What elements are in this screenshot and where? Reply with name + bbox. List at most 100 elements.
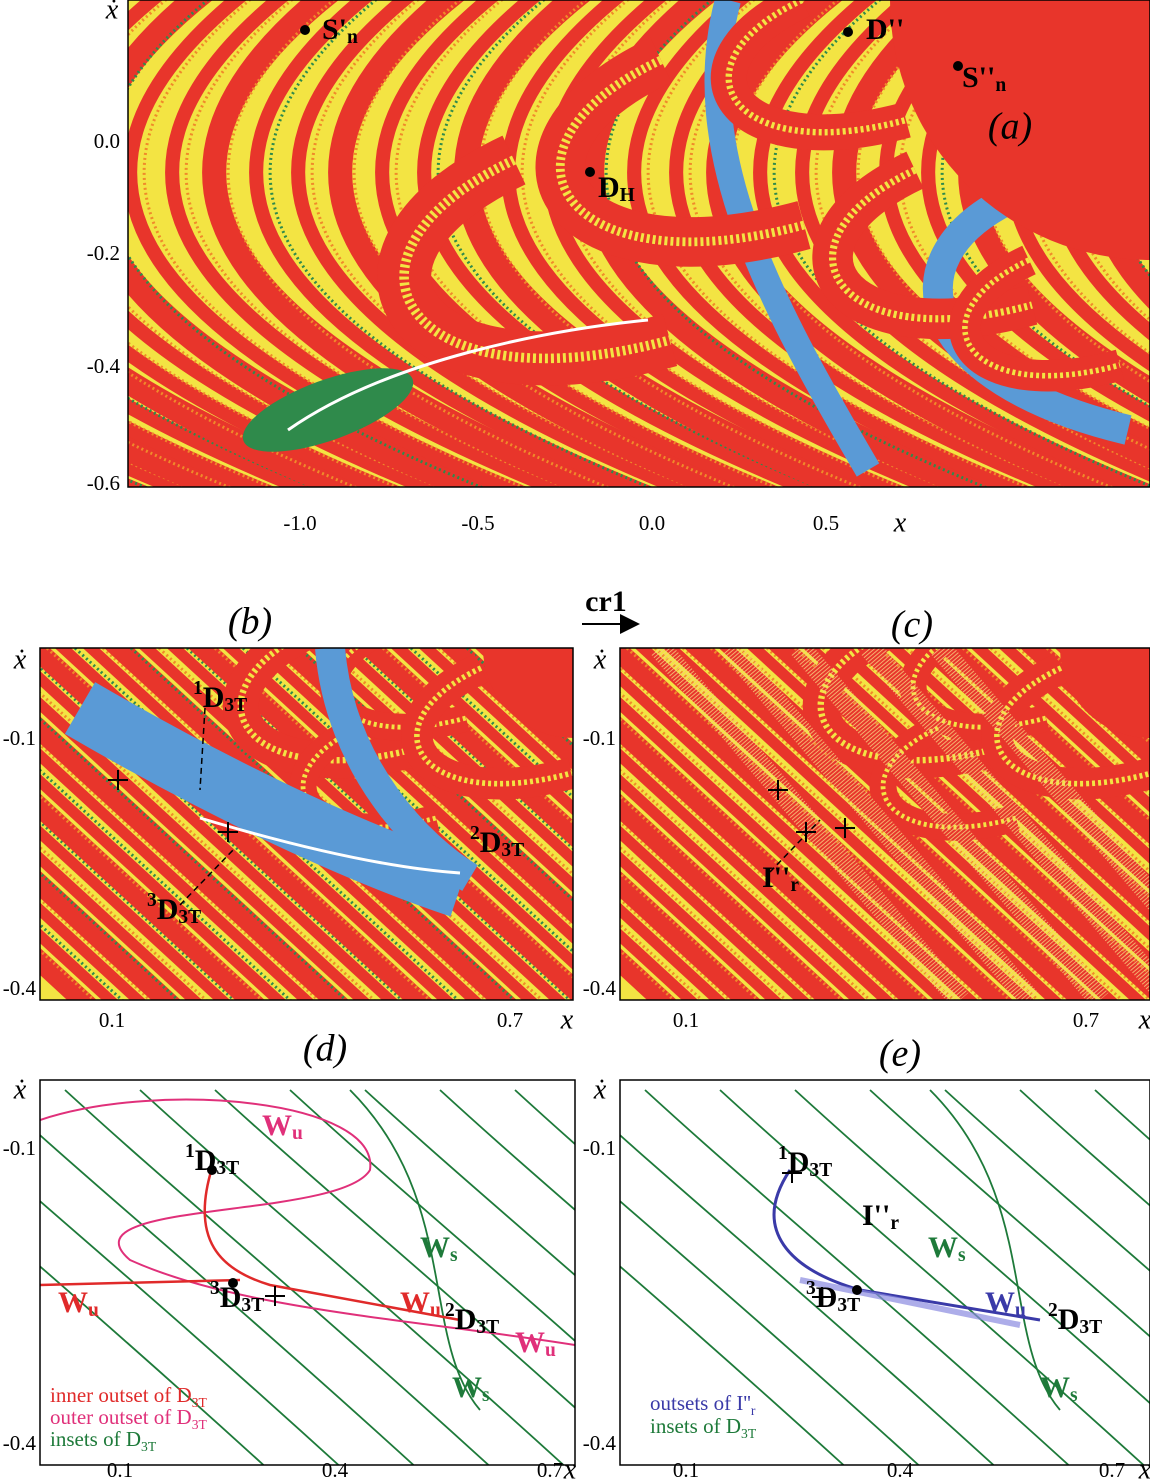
label-sub: 3T xyxy=(216,1158,239,1179)
fixed-point xyxy=(852,1285,862,1295)
label-main: I'' xyxy=(862,1199,890,1232)
label-sub: 3T xyxy=(741,1426,757,1441)
fixed-point xyxy=(585,167,595,177)
label-main: inner outset of D xyxy=(50,1383,192,1407)
label-sub: s xyxy=(958,1245,966,1266)
label-sub: 3T xyxy=(837,1295,860,1316)
x-axis-label: x xyxy=(1138,1004,1150,1035)
x-axis-label: x xyxy=(563,1454,577,1480)
label-sup: 1 xyxy=(778,1143,788,1164)
x-tick-label: 0.1 xyxy=(673,1458,699,1480)
label-main: S'' xyxy=(962,61,995,94)
label-sub: 3T xyxy=(501,840,524,861)
label-main: D xyxy=(195,1144,217,1177)
label-sub: 3T xyxy=(192,1417,208,1432)
point-label: D'' xyxy=(866,13,904,46)
y-axis-label: ẋ xyxy=(13,1074,27,1105)
label-main: insets of D xyxy=(650,1414,741,1438)
y-tick-label: -0.1 xyxy=(583,726,616,750)
x-tick-label: 0.7 xyxy=(497,1008,523,1032)
label-main: D xyxy=(598,171,620,204)
x-tick-label: 0.1 xyxy=(99,1008,125,1032)
figure: (a)ẋx0.0-0.2-0.4-0.6-1.0-0.50.00.5S'nD''… xyxy=(0,0,1150,1480)
label-main: D xyxy=(157,893,179,926)
label-main: D xyxy=(788,1146,810,1179)
label-sup: 2 xyxy=(445,1300,455,1321)
label-main: outer outset of D xyxy=(50,1405,192,1429)
label-main: D xyxy=(203,681,225,714)
label-sub: u xyxy=(545,1340,556,1361)
fixed-point xyxy=(300,25,310,35)
label-main: D xyxy=(220,1281,242,1314)
y-axis-label: ẋ xyxy=(105,0,119,25)
y-axis-label: ẋ xyxy=(593,644,607,675)
x-tick-label: 0.7 xyxy=(1073,1008,1099,1032)
x-tick-label: 0.1 xyxy=(673,1008,699,1032)
label-main: W xyxy=(928,1231,958,1264)
point-label: insets of D3T xyxy=(650,1414,757,1441)
label-sub: 3T xyxy=(1079,1317,1102,1338)
label-sup: 3 xyxy=(210,1278,220,1299)
label-sub: 3T xyxy=(141,1439,157,1454)
label-main: W xyxy=(452,1371,482,1404)
label-sub: r xyxy=(790,875,799,896)
label-main: D xyxy=(1058,1303,1080,1336)
x-tick-label: -1.0 xyxy=(283,511,316,535)
label-sub: n xyxy=(347,27,358,48)
label-sub: r xyxy=(890,1213,899,1234)
fixed-point xyxy=(843,27,853,37)
label-sub: s xyxy=(482,1385,490,1406)
x-tick-label: 0.7 xyxy=(1099,1458,1125,1480)
label-sub: r xyxy=(751,1403,756,1418)
label-sub: s xyxy=(450,1245,458,1266)
label-sup: 1 xyxy=(193,678,203,699)
point-label: insets of D3T xyxy=(50,1427,157,1454)
y-tick-label: -0.1 xyxy=(583,1136,616,1160)
label-sup: 3 xyxy=(806,1278,816,1299)
x-tick-label: 0.4 xyxy=(322,1458,349,1480)
label-sub: H xyxy=(620,185,635,206)
label-sup: 2 xyxy=(470,823,480,844)
x-axis-label: x xyxy=(893,507,907,538)
label-sub: u xyxy=(292,1123,303,1144)
label-main: S' xyxy=(322,13,347,46)
label-main: W xyxy=(1040,1371,1070,1404)
x-tick-label: 0.7 xyxy=(537,1458,563,1480)
label-main: insets of D xyxy=(50,1427,141,1451)
label-sub: 3T xyxy=(241,1295,264,1316)
panel-label: (c) xyxy=(891,604,933,646)
page: {"figure":{ "panel_a":{"label":"(a)","y_… xyxy=(0,0,1150,1480)
label-sub: 3T xyxy=(809,1160,832,1181)
label-sup: 1 xyxy=(185,1141,195,1162)
y-tick-label: -0.2 xyxy=(87,241,120,265)
label-main: W xyxy=(58,1286,88,1319)
label-sub: 3T xyxy=(192,1395,208,1410)
label-main: D xyxy=(455,1303,477,1336)
y-tick-label: -0.4 xyxy=(87,354,121,378)
label-main: outsets of I'' xyxy=(650,1391,751,1415)
y-tick-label: -0.1 xyxy=(3,726,36,750)
label-main: W xyxy=(515,1326,545,1359)
label-sub: n xyxy=(995,75,1006,96)
label-main: W xyxy=(262,1109,292,1142)
label-sub: s xyxy=(1070,1385,1078,1406)
figure-layer: (a)ẋx0.0-0.2-0.4-0.6-1.0-0.50.00.5S'nD''… xyxy=(0,0,1150,1480)
x-axis-label: x xyxy=(1138,1454,1150,1480)
label-sub: u xyxy=(1015,1300,1026,1321)
label-sub: 3T xyxy=(224,695,247,716)
x-axis-label: x xyxy=(560,1004,574,1035)
y-axis-label: ẋ xyxy=(593,1074,607,1105)
label-main: I'' xyxy=(762,861,790,894)
label-sub: 3T xyxy=(178,907,201,928)
panel-label: (e) xyxy=(879,1033,921,1075)
x-tick-label: -0.5 xyxy=(461,511,494,535)
y-tick-label: -0.6 xyxy=(87,471,120,495)
panel-label: (b) xyxy=(228,601,272,643)
label-main: D xyxy=(480,826,502,859)
label-main: D xyxy=(816,1281,838,1314)
y-tick-label: -0.1 xyxy=(3,1136,36,1160)
label-sub: u xyxy=(430,1300,441,1321)
label-main: W xyxy=(400,1286,430,1319)
label-main: W xyxy=(985,1286,1015,1319)
y-tick-label: -0.4 xyxy=(583,976,617,1000)
